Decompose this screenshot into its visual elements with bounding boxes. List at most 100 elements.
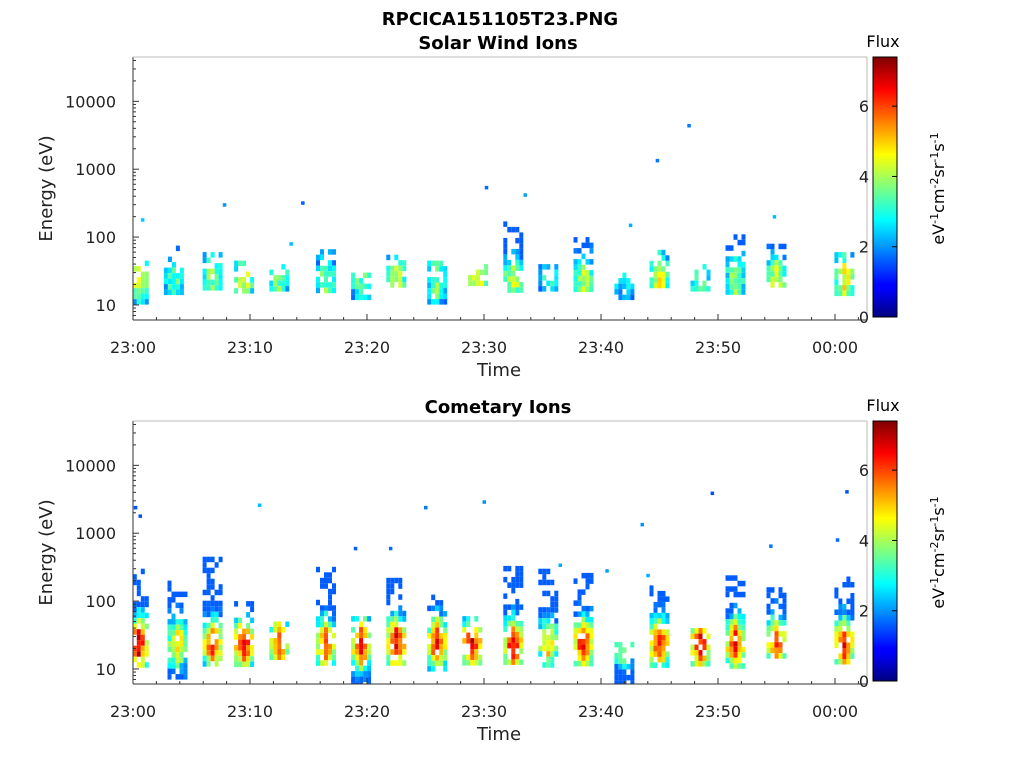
data-cell — [550, 629, 555, 635]
data-cell — [316, 660, 320, 666]
data-cell — [503, 221, 508, 227]
data-cell — [725, 256, 730, 262]
data-cell — [846, 598, 851, 604]
data-cell — [546, 264, 551, 270]
data-cell — [398, 583, 403, 589]
data-cell — [214, 606, 219, 612]
data-cell — [324, 632, 328, 639]
data-cell — [661, 618, 666, 624]
data-cell — [766, 271, 771, 277]
data-cell — [398, 260, 403, 266]
data-cell — [774, 260, 779, 266]
data-cell — [842, 274, 847, 280]
data-cell — [782, 592, 787, 599]
data-cell — [694, 655, 699, 662]
data-cell — [589, 633, 594, 639]
data-cell — [766, 592, 771, 599]
data-cell — [133, 629, 137, 635]
data-cell — [554, 618, 559, 624]
data-cell — [183, 674, 188, 680]
data-cell — [277, 280, 282, 287]
data-cell — [649, 645, 654, 652]
colorbar-title: Flux — [866, 396, 899, 415]
data-cell — [585, 281, 590, 287]
data-cell — [694, 661, 699, 667]
data-cell — [171, 652, 176, 658]
data-cell — [838, 268, 843, 275]
data-cell — [834, 593, 839, 599]
data-cell — [589, 644, 594, 650]
x-tick-label: 23:50 — [695, 338, 741, 357]
data-cell — [175, 663, 180, 669]
data-cell — [554, 634, 559, 641]
data-cell — [515, 576, 520, 583]
data-cell — [316, 260, 320, 266]
data-cell — [398, 660, 403, 666]
data-cell — [690, 633, 695, 640]
data-cell — [737, 289, 742, 295]
data-point — [353, 546, 358, 551]
data-cell — [733, 267, 738, 273]
data-cell — [328, 616, 332, 622]
data-cell — [626, 674, 631, 681]
data-cell — [390, 271, 395, 277]
data-cell — [838, 290, 843, 297]
data-cell — [546, 656, 551, 663]
data-cell — [690, 628, 695, 634]
data-cell — [725, 641, 730, 647]
data-cell — [443, 622, 448, 628]
data-cell — [737, 641, 742, 647]
data-cell — [210, 279, 215, 286]
data-cell — [466, 638, 471, 644]
data-cell — [770, 642, 775, 648]
data-cell — [202, 661, 207, 667]
data-cell — [386, 599, 391, 606]
data-cell — [766, 265, 771, 272]
data-cell — [573, 264, 578, 271]
data-cell — [246, 601, 251, 607]
data-cell — [737, 635, 742, 642]
data-cell — [661, 266, 666, 272]
data-cell — [766, 625, 771, 632]
data-cell — [435, 616, 440, 623]
data-cell — [507, 226, 512, 233]
data-cell — [214, 600, 219, 607]
data-cell — [653, 277, 658, 283]
data-cell — [179, 278, 184, 285]
data-cell — [351, 682, 356, 684]
data-cell — [316, 566, 320, 573]
data-cell — [729, 602, 734, 609]
data-cell — [542, 574, 547, 580]
data-cell — [478, 660, 483, 666]
data-cell — [359, 621, 364, 628]
data-cell — [585, 578, 590, 584]
data-cell — [398, 627, 403, 633]
data-cell — [698, 650, 703, 656]
data-cell — [367, 660, 372, 666]
data-cell — [202, 606, 207, 612]
data-cell — [737, 663, 742, 669]
data-cell — [234, 661, 239, 668]
data-cell — [210, 655, 215, 662]
data-cell — [550, 662, 555, 668]
data-cell — [277, 649, 282, 655]
data-cell — [171, 278, 176, 285]
data-cell — [546, 623, 551, 630]
data-cell — [546, 634, 551, 641]
data-cell — [657, 266, 662, 272]
data-cell — [269, 643, 274, 649]
data-cell — [355, 283, 360, 290]
data-cell — [554, 651, 559, 657]
data-cell — [503, 659, 508, 665]
data-cell — [140, 293, 145, 300]
data-cell — [328, 594, 332, 600]
data-cell — [144, 640, 149, 646]
data-cell — [470, 654, 475, 661]
y-axis-label: Energy (eV) — [36, 499, 57, 605]
data-cell — [273, 627, 278, 633]
data-cell — [285, 643, 290, 649]
data-point — [301, 201, 305, 205]
data-cell — [206, 567, 211, 574]
data-cell — [474, 632, 479, 639]
data-cell — [328, 605, 332, 611]
